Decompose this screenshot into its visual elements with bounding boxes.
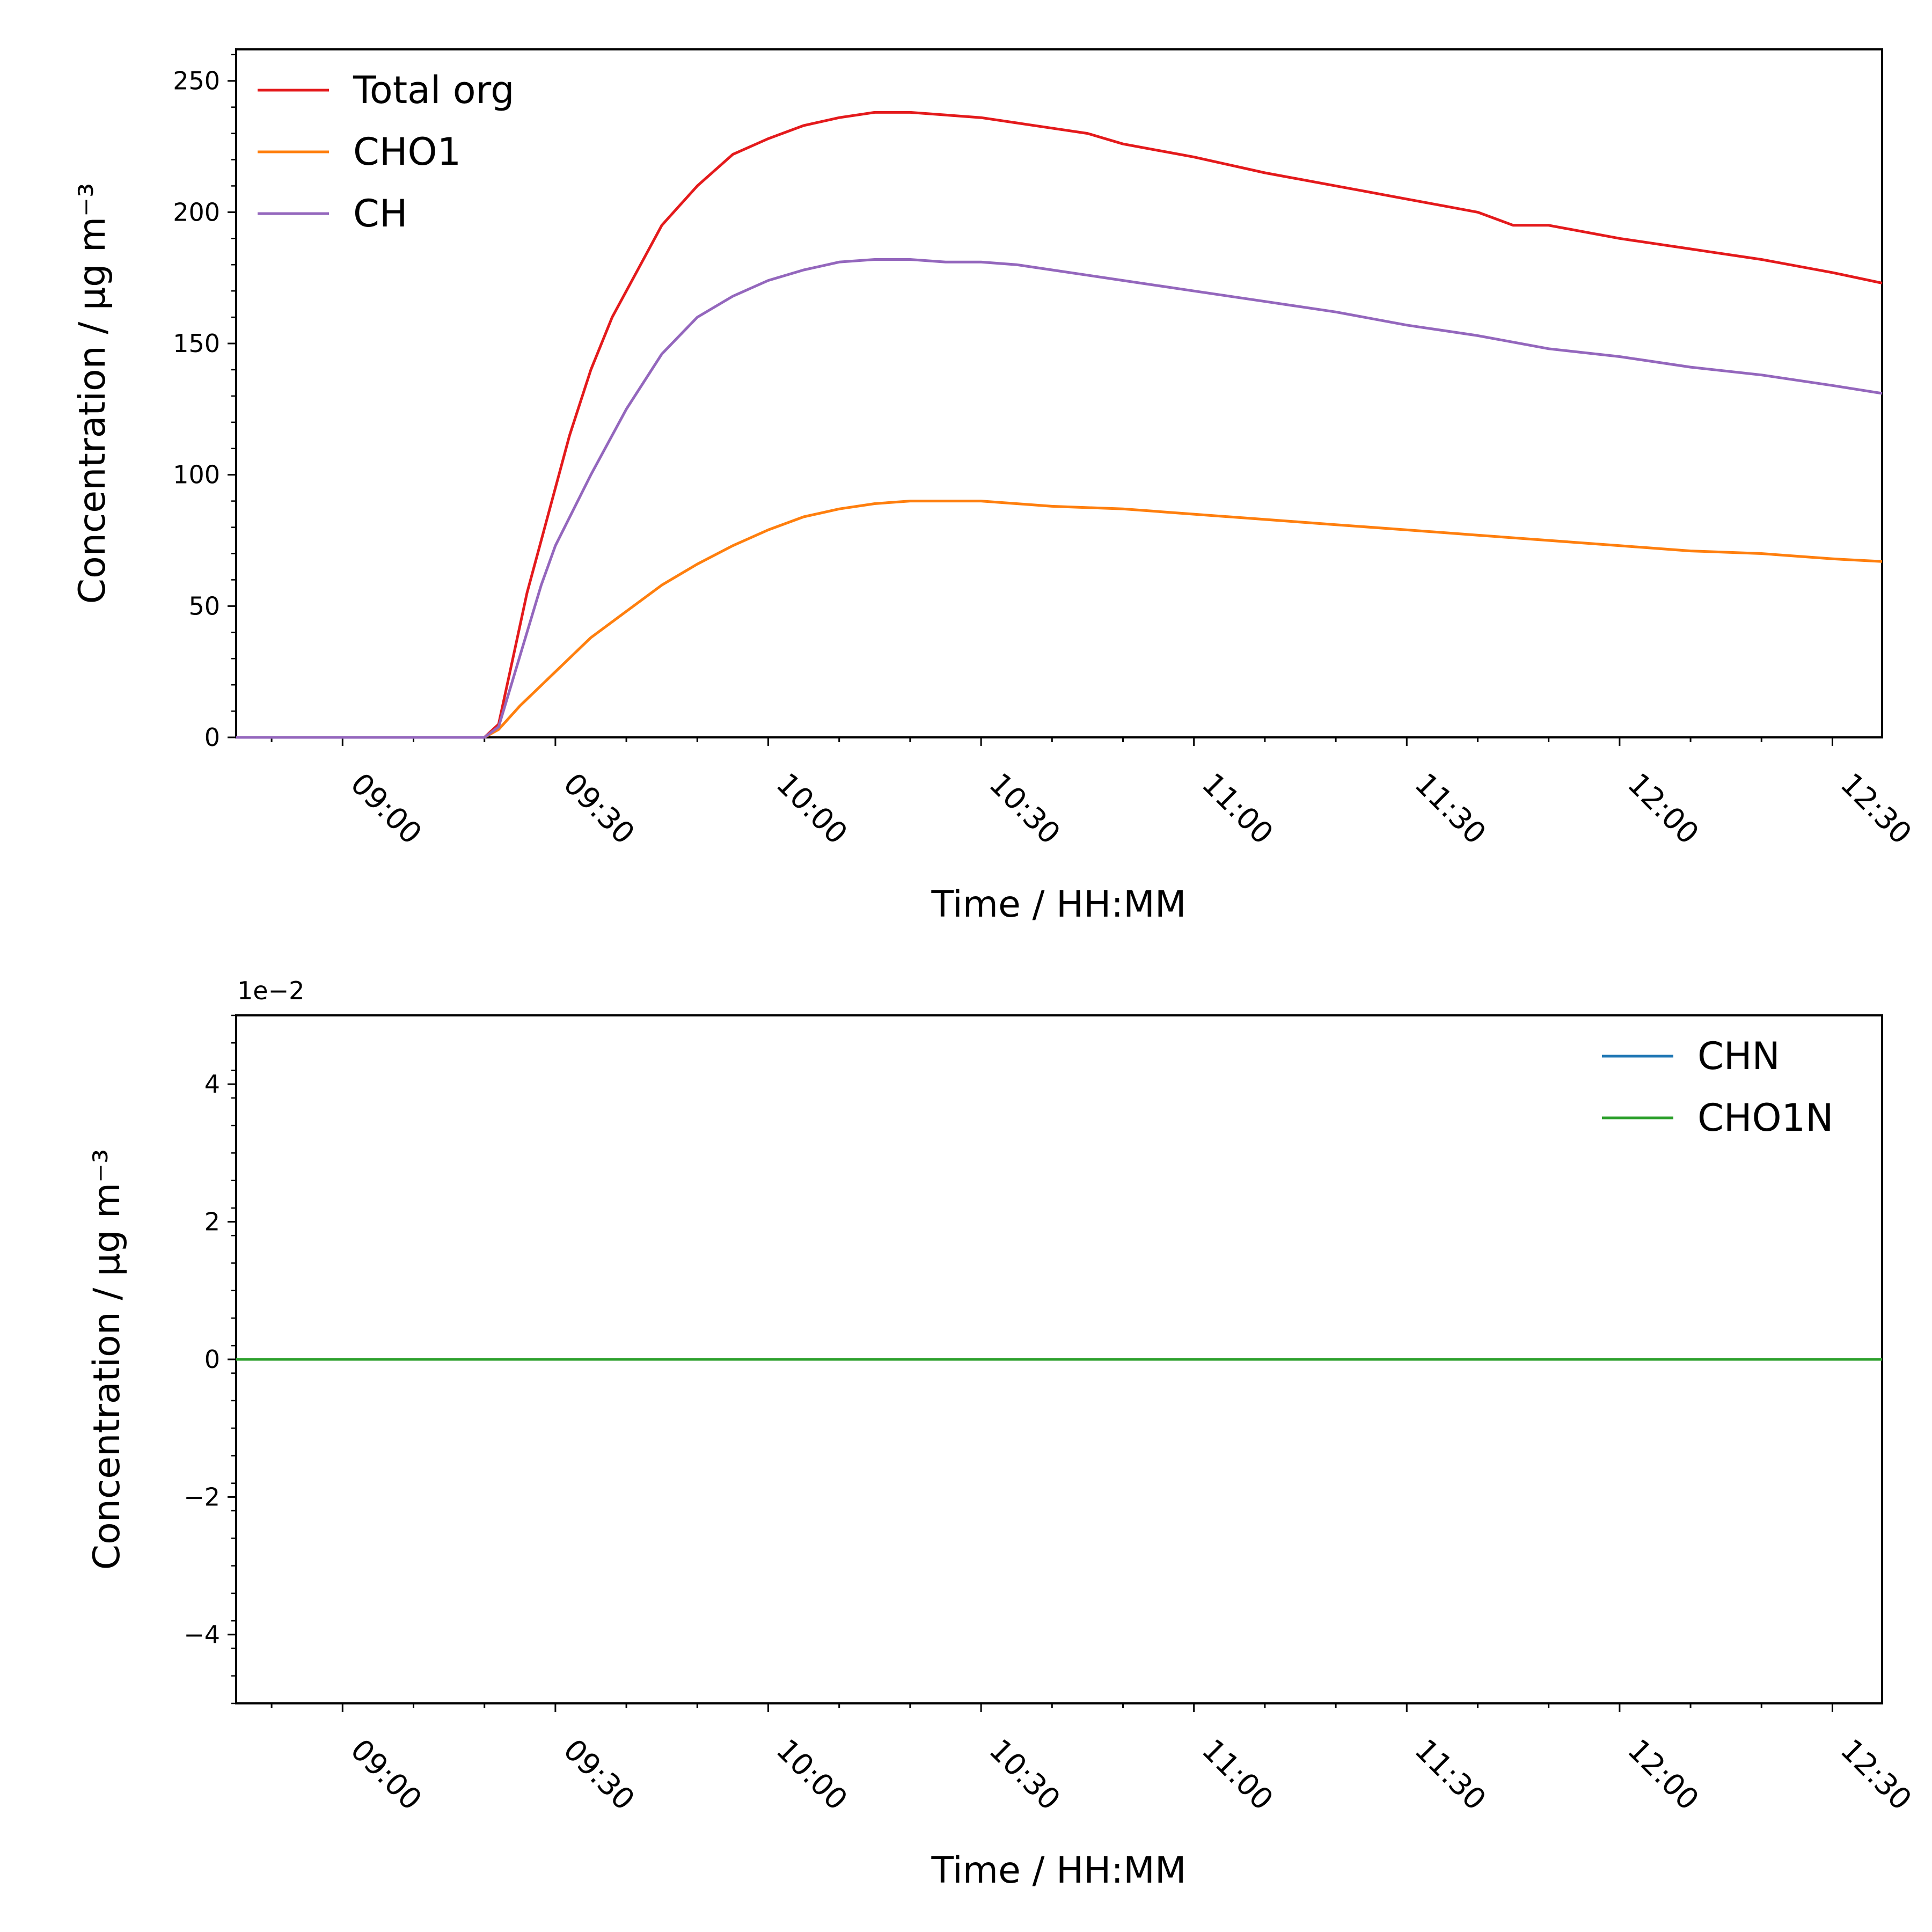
x-tick-label: 12:30: [1834, 766, 1918, 851]
y-tick-label: 4: [204, 1070, 220, 1099]
x-tick-label: 09:30: [557, 766, 641, 851]
bottom-panel: 09:00 09:30 10:00 10:30 11:00 11:30 12:00 12:30…: [86, 976, 1919, 1892]
x-tick-label: 09:30: [557, 1732, 641, 1817]
bottom-x-axis: 09:00 09:30 10:00 10:30 11:00 11:30 12:00 12:30: [270, 1703, 1919, 1817]
series-line-cho1: [236, 500, 1883, 739]
y-tick-label: −2: [184, 1482, 220, 1511]
y-tick-label: 0: [204, 723, 220, 752]
x-tick-label: 11:30: [1408, 1732, 1492, 1817]
top-plot-lines: [236, 111, 1883, 739]
bottom-x-axis-label: Time / HH:MM: [931, 1849, 1186, 1892]
top-panel: 09:00 09:30 10:00 10:30 11:00 11:30 12:00 12:30…: [71, 48, 1919, 926]
bottom-legend: CHN CHO1N: [1602, 1034, 1834, 1140]
y-tick-label: 50: [188, 591, 220, 620]
bottom-y-axis: −4 −2 0 2 4: [184, 1014, 236, 1704]
x-tick-label: 12:30: [1834, 1732, 1918, 1817]
top-y-axis-label: Concentration / μg m⁻³: [71, 183, 114, 604]
top-x-axis: 09:00 09:30 10:00 10:30 11:00 11:30 12:00 12:30: [270, 737, 1919, 851]
top-x-axis-label: Time / HH:MM: [931, 883, 1186, 926]
x-tick-label: 09:00: [344, 1732, 428, 1817]
x-tick-label: 12:00: [1621, 766, 1706, 851]
legend-label: CHO1N: [1697, 1096, 1834, 1140]
legend-label: CHO1: [353, 130, 461, 174]
y-tick-label: 0: [204, 1345, 220, 1374]
x-tick-label: 11:00: [1195, 766, 1279, 851]
top-y-axis: 0 50 100 150 200 250: [173, 54, 236, 752]
y-tick-label: 200: [173, 197, 220, 226]
x-tick-label: 12:00: [1621, 1732, 1706, 1817]
x-tick-label: 10:30: [983, 1732, 1067, 1817]
x-tick-label: 10:30: [983, 766, 1067, 851]
legend-label: Total org: [353, 68, 515, 112]
top-legend: Total org CHO1 CH: [258, 68, 515, 236]
legend-label: CHN: [1697, 1034, 1780, 1078]
y-tick-label: 100: [173, 460, 220, 489]
y-tick-label: −4: [184, 1620, 220, 1649]
y-tick-label: 2: [204, 1208, 220, 1236]
y-tick-label: 250: [173, 67, 220, 96]
x-tick-label: 10:00: [770, 1732, 854, 1817]
series-line-ch: [236, 258, 1883, 739]
x-tick-label: 09:00: [344, 766, 428, 851]
top-plot-frame: [235, 48, 1883, 738]
x-tick-label: 11:00: [1195, 1732, 1279, 1817]
y-tick-label: 150: [173, 329, 220, 358]
x-tick-label: 10:00: [770, 766, 854, 851]
bottom-y-scale-label: 1e−2: [237, 976, 304, 1005]
series-line-total-org: [236, 111, 1883, 739]
bottom-y-axis-label: Concentration / μg m⁻³: [86, 1149, 128, 1570]
legend-label: CH: [353, 192, 408, 236]
x-tick-label: 11:30: [1408, 766, 1492, 851]
